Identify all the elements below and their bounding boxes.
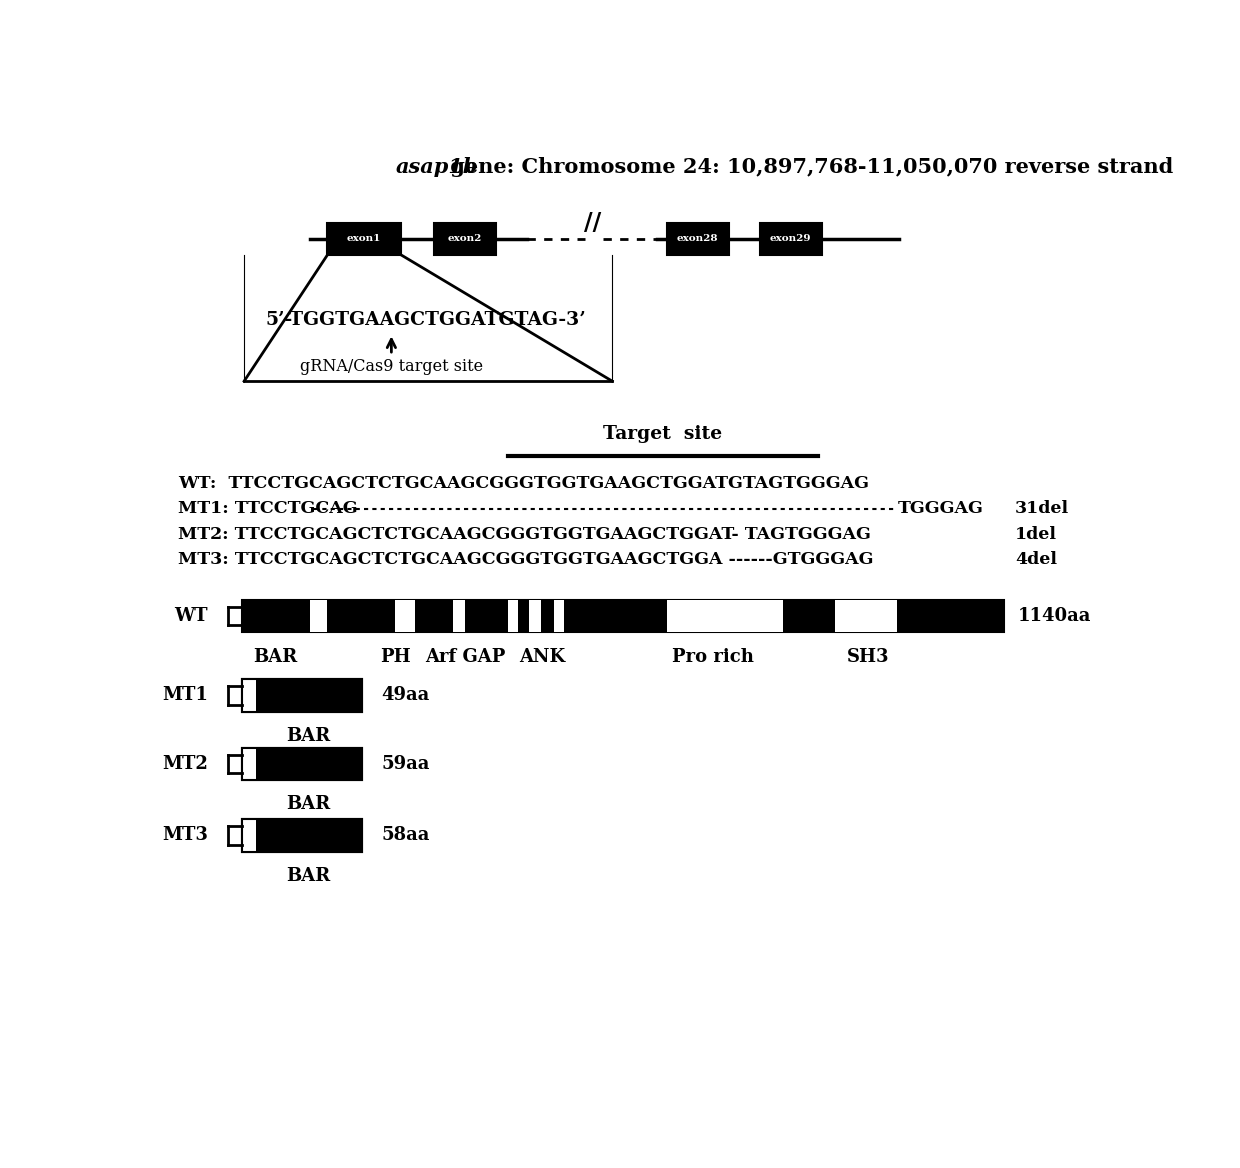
Text: exon29: exon29 bbox=[770, 235, 811, 243]
Bar bbox=[242, 819, 362, 851]
Bar bbox=[242, 679, 362, 711]
Text: 1del: 1del bbox=[1016, 526, 1058, 543]
Bar bbox=[434, 223, 496, 255]
Text: ANK: ANK bbox=[520, 647, 565, 666]
Text: SH3: SH3 bbox=[847, 647, 889, 666]
Bar bbox=[242, 748, 362, 780]
Bar bbox=[242, 819, 255, 851]
Text: MT1: TTCCTGCAG: MT1: TTCCTGCAG bbox=[179, 501, 358, 517]
Text: Target  site: Target site bbox=[603, 425, 722, 443]
Text: TGGGAG: TGGGAG bbox=[898, 501, 983, 517]
Text: 49aa: 49aa bbox=[382, 687, 429, 704]
Text: BAR: BAR bbox=[286, 867, 330, 885]
Bar bbox=[242, 819, 362, 851]
Bar bbox=[554, 600, 564, 632]
Text: 5’-TGGTGAAGCTGGATGTAG-3’: 5’-TGGTGAAGCTGGATGTAG-3’ bbox=[265, 311, 585, 328]
Bar bbox=[667, 600, 782, 632]
Text: exon28: exon28 bbox=[677, 235, 718, 243]
Text: gRNA/Cas9 target site: gRNA/Cas9 target site bbox=[300, 359, 482, 375]
Bar bbox=[327, 223, 401, 255]
Text: 4del: 4del bbox=[1016, 551, 1058, 569]
Text: asap1b: asap1b bbox=[396, 158, 477, 178]
Text: gene: Chromosome 24: 10,897,768-11,050,070 reverse strand: gene: Chromosome 24: 10,897,768-11,050,0… bbox=[443, 158, 1173, 178]
Text: 1140aa: 1140aa bbox=[1018, 607, 1091, 625]
Text: exon2: exon2 bbox=[448, 235, 482, 243]
Text: BAR: BAR bbox=[286, 726, 330, 745]
Bar bbox=[242, 748, 362, 780]
Text: MT2: TTCCTGCAGCTCTGCAAGCGGGTGGTGAAGCTGGAT- TAGTGGGAG: MT2: TTCCTGCAGCTCTGCAAGCGGGTGGTGAAGCTGGA… bbox=[179, 526, 872, 543]
Text: 59aa: 59aa bbox=[382, 755, 430, 773]
Text: 58aa: 58aa bbox=[382, 827, 430, 844]
Text: MT3: TTCCTGCAGCTCTGCAAGCGGGTGGTGAAGCTGGA ------GTGGGAG: MT3: TTCCTGCAGCTCTGCAAGCGGGTGGTGAAGCTGGA… bbox=[179, 551, 874, 569]
Bar bbox=[529, 600, 541, 632]
Text: Pro rich: Pro rich bbox=[672, 647, 754, 666]
Text: Arf GAP: Arf GAP bbox=[425, 647, 505, 666]
Bar bbox=[759, 223, 821, 255]
Bar bbox=[242, 748, 255, 780]
Text: MT2: MT2 bbox=[162, 755, 207, 773]
Bar bbox=[667, 223, 729, 255]
Text: 31del: 31del bbox=[1016, 501, 1069, 517]
Bar bbox=[396, 600, 414, 632]
Text: BAR: BAR bbox=[286, 795, 330, 813]
Bar bbox=[242, 600, 1003, 632]
Text: //: // bbox=[584, 211, 601, 235]
Text: MT1: MT1 bbox=[162, 687, 207, 704]
Bar bbox=[242, 679, 255, 711]
Text: BAR: BAR bbox=[253, 647, 298, 666]
Text: exon1: exon1 bbox=[347, 235, 382, 243]
Bar bbox=[836, 600, 898, 632]
Bar bbox=[454, 600, 465, 632]
Bar bbox=[310, 600, 327, 632]
Bar bbox=[242, 679, 362, 711]
Text: WT:  TTCCTGCAGCTCTGCAAGCGGGTGGTGAAGCTGGATGTAGTGGGAG: WT: TTCCTGCAGCTCTGCAAGCGGGTGGTGAAGCTGGAT… bbox=[179, 475, 869, 492]
Bar bbox=[507, 600, 518, 632]
Text: WT: WT bbox=[174, 607, 207, 625]
Text: MT3: MT3 bbox=[162, 827, 207, 844]
Text: PH: PH bbox=[379, 647, 410, 666]
